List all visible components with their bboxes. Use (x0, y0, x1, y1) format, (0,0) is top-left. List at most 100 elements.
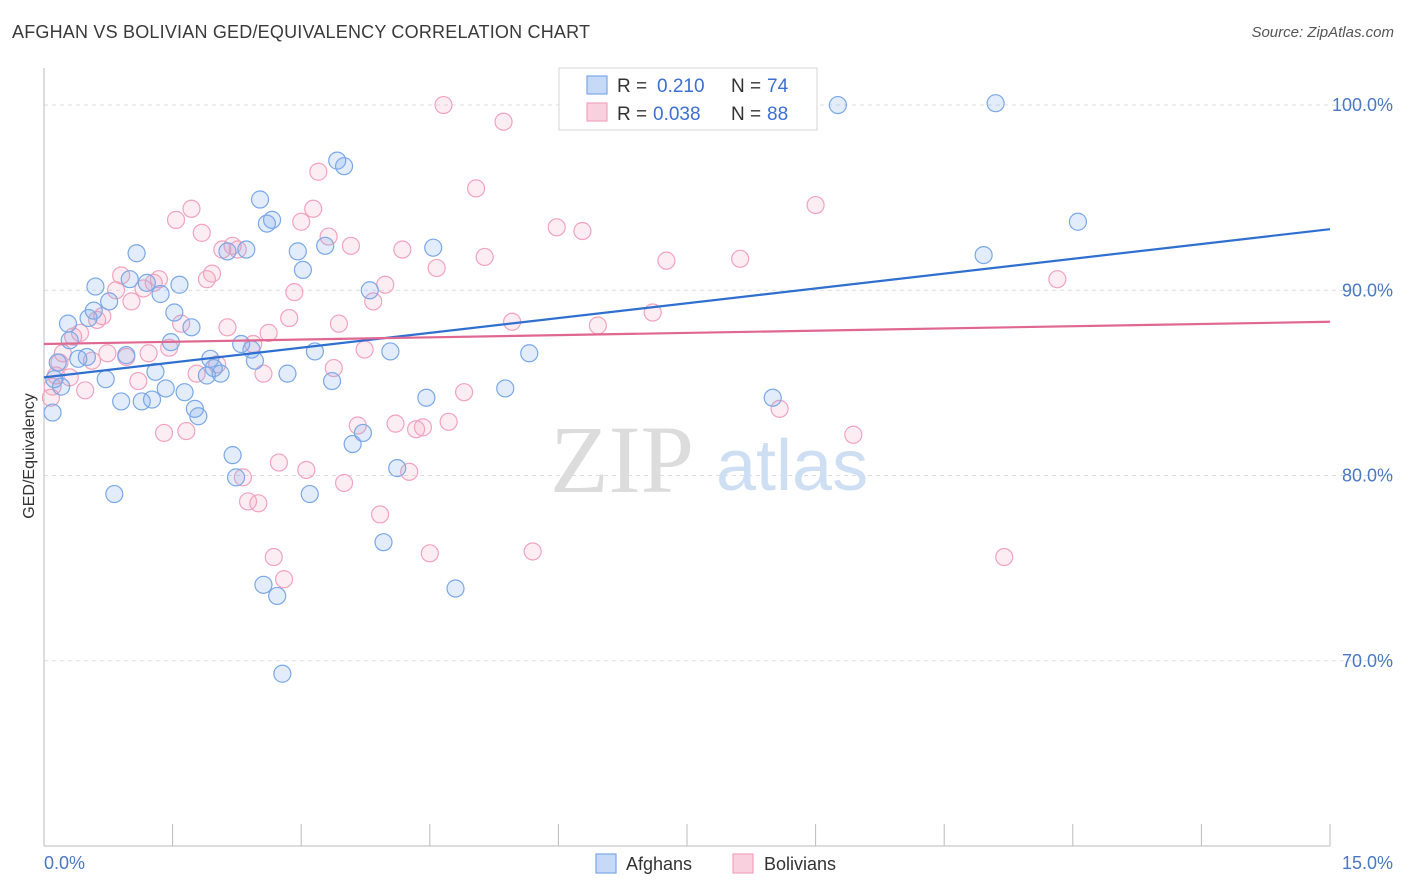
afghan-point (60, 331, 79, 350)
afghan-point (828, 95, 847, 115)
top-legend: R = 0.210 N = 74 R = 0.038 N = 88 (558, 67, 818, 131)
bolivian-point (269, 453, 289, 472)
x-tick-label-min: 0.0% (44, 853, 85, 873)
afghan-point (381, 342, 400, 361)
bolivian-point (249, 494, 268, 513)
afghan-point (84, 301, 103, 320)
afghan-point (175, 383, 194, 402)
bottom-legend-swatch-bolivians (732, 853, 754, 874)
x-tick-label-max: 15.0% (1342, 853, 1393, 873)
bolivian-point (547, 218, 566, 237)
trend-lines (43, 228, 1331, 379)
bolivian-point (439, 412, 458, 431)
bolivian-point (523, 542, 542, 561)
afghan-point (226, 468, 246, 487)
bolivian-point (259, 323, 278, 342)
bolivian-point (770, 399, 789, 418)
afghan-point (112, 392, 131, 411)
afghan-point (763, 388, 782, 407)
watermark-zip: ZIP (550, 406, 694, 513)
bolivian-point (364, 292, 383, 311)
bolivian-point (304, 199, 323, 218)
bolivian-point (573, 221, 592, 241)
afghan-point (446, 579, 465, 598)
bolivian-point (731, 249, 750, 268)
afghans-trend-line (43, 228, 1331, 379)
bolivian-point (806, 195, 825, 215)
bolivian-point (657, 251, 676, 270)
bolivian-point (329, 314, 349, 333)
bolivian-point (122, 292, 141, 311)
bolivian-point (475, 247, 494, 267)
bolivian-point (393, 240, 412, 259)
bolivian-point (434, 95, 453, 115)
y-tick-label: 90.0% (1342, 280, 1393, 300)
afghan-point (105, 484, 124, 504)
afghan-point (417, 388, 436, 407)
afghan-point (374, 533, 393, 552)
legend-r-value-bolivians: 0.038 (653, 104, 701, 125)
y-tick-label: 100.0% (1332, 95, 1393, 115)
afghan-point (250, 190, 270, 209)
bolivian-point (427, 258, 446, 278)
afghan-point (223, 446, 242, 465)
afghans-points (43, 92, 1088, 683)
afghan-point (48, 353, 67, 372)
afghan-point (237, 240, 256, 259)
afghan-point (278, 364, 297, 383)
afghan-point (100, 292, 119, 311)
bolivian-point (1048, 270, 1067, 289)
bolivian-point (400, 462, 419, 481)
bolivian-point (995, 547, 1014, 567)
legend-n-value-afghans: 74 (767, 76, 789, 97)
watermark-atlas: atlas (716, 426, 868, 506)
afghan-point (120, 270, 139, 289)
afghan-point (142, 390, 162, 409)
bolivian-point (420, 544, 439, 563)
afghan-point (58, 314, 78, 333)
afghan-point (986, 94, 1005, 113)
bolivian-point (844, 425, 863, 444)
afghan-point (288, 242, 307, 261)
afghan-point (343, 434, 362, 454)
afghan-point (151, 284, 170, 304)
bolivian-point (129, 371, 148, 391)
afghan-point (268, 586, 287, 606)
afghan-point (117, 346, 136, 365)
y-tick-label: 70.0% (1342, 651, 1393, 671)
legend-swatch-afghans (586, 75, 608, 95)
afghan-point (254, 575, 273, 594)
bolivian-point (154, 423, 174, 443)
bolivian-point (149, 270, 168, 289)
watermark: ZIP atlas (550, 406, 868, 513)
afghan-point (165, 303, 184, 322)
afghan-point (273, 664, 292, 683)
bolivian-point (355, 340, 374, 359)
y-axis-tick-labels: 70.0% 80.0% 90.0% 100.0% (1332, 95, 1393, 671)
bolivian-point (139, 344, 158, 363)
bolivian-point (233, 468, 253, 487)
chart-title: AFGHAN VS BOLIVIAN GED/EQUIVALENCY CORRE… (12, 22, 591, 42)
bolivian-point (218, 318, 237, 337)
afghan-point (96, 370, 115, 389)
bolivians-points (41, 95, 1067, 589)
afghan-point (127, 244, 146, 263)
afghan-point (218, 242, 237, 261)
bolivian-point (70, 323, 90, 342)
bolivian-point (319, 227, 338, 246)
x-axis-tick-labels: 0.0% 15.0% (44, 853, 1393, 873)
chart-source: Source: ZipAtlas.com (1251, 24, 1394, 41)
afghan-point (86, 277, 105, 296)
bolivian-point (454, 383, 474, 402)
bolivian-point (334, 473, 354, 493)
bolivian-point (309, 162, 328, 181)
afghan-point (424, 238, 443, 257)
bolivian-point (264, 547, 283, 567)
legend-r-value-afghans: 0.210 (657, 76, 705, 97)
bolivian-point (254, 364, 273, 383)
bolivian-point (413, 418, 433, 437)
bolivian-point (192, 223, 211, 242)
afghan-point (520, 344, 539, 363)
bolivian-point (197, 270, 216, 289)
